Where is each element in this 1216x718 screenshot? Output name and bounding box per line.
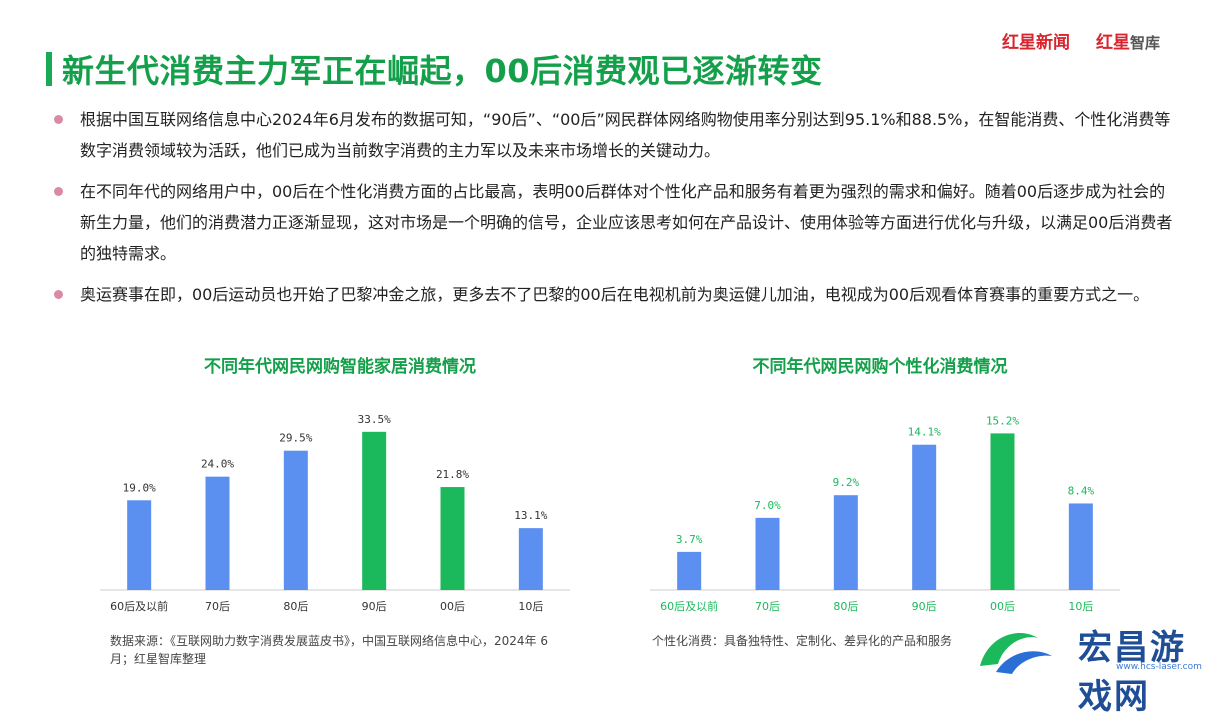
chart2-value-label-1: 7.0%: [754, 499, 781, 512]
chart1-title: 不同年代网民网购智能家居消费情况: [204, 357, 476, 377]
bullet-item: 奥运赛事在即，00后运动员也开始了巴黎冲金之旅，更多去不了巴黎的00后在电视机前…: [54, 279, 1174, 310]
chart1-value-label-2: 29.5%: [279, 432, 312, 445]
chart1-bar-3: [362, 431, 387, 590]
bullet-item: 根据中国互联网络信息中心2024年6月发布的数据可知，“90后”、“00后”网民…: [54, 104, 1174, 166]
chart2-bar-4: [990, 433, 1015, 590]
brand-logo-hongxing-think-tank: 红星智库: [1096, 33, 1161, 53]
chart1-tick-label-3: 90后: [362, 600, 387, 613]
chart2-personalized: 3.7% 60后及以前 7.0% 70后 9.2% 80后 14.1% 90后 15.2% 00后…: [650, 414, 1120, 613]
chart1-value-label-1: 24.0%: [201, 458, 234, 471]
chart1-bar-5: [518, 528, 543, 590]
chart1-bar-4: [440, 487, 465, 590]
chart2-tick-label-0: 60后及以前: [660, 599, 718, 613]
chart1-value-label-3: 33.5%: [358, 413, 391, 426]
chart1-bar-1: [205, 476, 230, 590]
chart2-value-label-4: 15.2%: [986, 414, 1019, 427]
title-accent-bar: [46, 52, 52, 86]
chart1-value-label-0: 19.0%: [123, 481, 156, 494]
chart2-title: 不同年代网民网购个性化消费情况: [752, 357, 1008, 377]
chart2-bar-3: [912, 444, 937, 590]
chart1-tick-label-5: 10后: [518, 600, 543, 613]
chart2-bar-0: [677, 551, 702, 590]
chart1-tick-label-2: 80后: [283, 600, 308, 613]
chart1-source-note: 数据来源：《互联网助力数字消费发展蓝皮书》，中国互联网络信息中心，2024年 6…: [110, 634, 548, 666]
chart2-tick-label-2: 80后: [833, 600, 858, 613]
bullet-dot-icon: [54, 290, 63, 299]
chart1-bar-0: [127, 500, 152, 590]
chart2-value-label-0: 3.7%: [676, 533, 703, 546]
chart2-bar-1: [755, 517, 780, 590]
watermark-url: www.hcs-laser.com: [1116, 662, 1202, 672]
chart2-bar-5: [1068, 503, 1093, 590]
chart1-bar-2: [283, 450, 308, 590]
chart1-tick-label-1: 70后: [205, 600, 230, 613]
chart2-tick-label-1: 70后: [755, 600, 780, 613]
chart2-value-label-5: 8.4%: [1068, 484, 1095, 497]
page-title: 新生代消费主力军正在崛起，00后消费观已逐渐转变: [62, 52, 823, 90]
chart2-tick-label-5: 10后: [1068, 600, 1093, 613]
chart1-smart-home: 19.0% 60后及以前 24.0% 70后 29.5% 80后 33.5% 90后 21.8%…: [100, 413, 570, 613]
bullet-dot-icon: [54, 115, 63, 124]
brand-logo-hongxing-news: 红星新闻: [1002, 33, 1070, 53]
chart1-value-label-4: 21.8%: [436, 468, 469, 481]
bullet-list: 根据中国互联网络信息中心2024年6月发布的数据可知，“90后”、“00后”网民…: [54, 104, 1174, 320]
bullet-dot-icon: [54, 187, 63, 196]
chart1-tick-label-0: 60后及以前: [110, 599, 168, 613]
bullet-item: 在不同年代的网络用户中，00后在个性化消费方面的占比最高，表明00后群体对个性化…: [54, 176, 1174, 269]
chart1-value-label-5: 13.1%: [514, 509, 547, 522]
chart2-tick-label-4: 00后: [990, 600, 1015, 613]
watermark-logo-icon: [980, 633, 1052, 674]
chart1-tick-label-4: 00后: [440, 600, 465, 613]
chart2-footnote: 个性化消费：具备独特性、定制化、差异化的产品和服务: [652, 634, 953, 648]
chart2-value-label-3: 14.1%: [908, 426, 941, 439]
chart2-tick-label-3: 90后: [912, 600, 937, 613]
chart2-bar-2: [833, 495, 858, 590]
chart2-value-label-2: 9.2%: [833, 476, 860, 489]
